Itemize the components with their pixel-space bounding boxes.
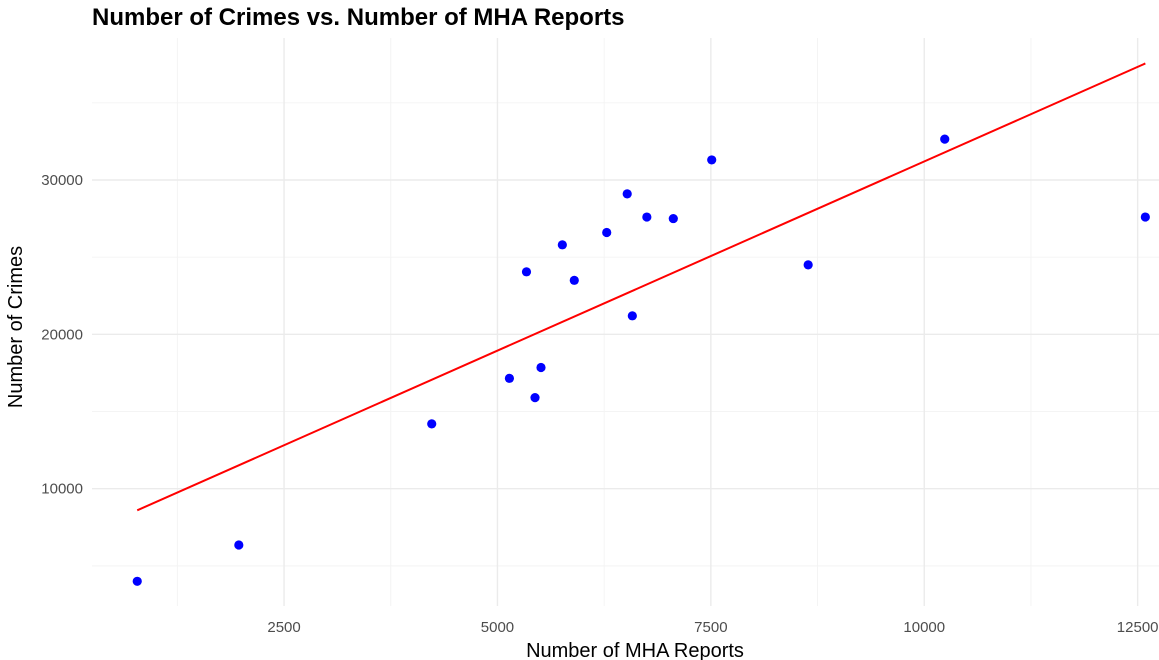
data-point bbox=[521, 267, 532, 277]
data-point bbox=[132, 576, 142, 586]
x-tick-label: 10000 bbox=[903, 619, 945, 636]
data-point bbox=[602, 227, 612, 238]
data-point bbox=[234, 540, 244, 550]
data-point bbox=[1140, 212, 1150, 222]
data-point bbox=[557, 240, 567, 250]
data-point bbox=[940, 134, 950, 144]
tick-labels: 2500 5000 7500 10000 12500 10000 20000 30000 bbox=[41, 172, 1158, 636]
y-tick-label: 30000 bbox=[41, 172, 83, 189]
regression-line bbox=[136, 62, 1146, 512]
chart-title: Number of Crimes vs. Number of MHA Repor… bbox=[92, 4, 625, 31]
data-point bbox=[569, 275, 579, 285]
x-tick-label: 5000 bbox=[481, 619, 514, 636]
y-tick-label: 10000 bbox=[41, 481, 83, 498]
fit-line-layer bbox=[136, 62, 1146, 512]
data-point bbox=[530, 393, 540, 403]
y-tick-label: 20000 bbox=[41, 326, 83, 343]
data-point bbox=[642, 212, 652, 222]
x-tick-label: 7500 bbox=[694, 619, 727, 636]
data-point bbox=[504, 373, 515, 383]
y-axis-title: Number of Crimes bbox=[5, 246, 27, 408]
data-point bbox=[668, 213, 678, 224]
data-point bbox=[536, 362, 546, 373]
x-axis-title: Number of MHA Reports bbox=[526, 640, 744, 660]
data-point bbox=[803, 260, 813, 270]
data-point bbox=[427, 419, 437, 429]
data-point bbox=[707, 155, 717, 165]
data-point bbox=[622, 189, 632, 199]
x-tick-label: 12500 bbox=[1117, 619, 1159, 636]
grid bbox=[92, 38, 1159, 606]
data-point bbox=[627, 311, 637, 321]
points-layer bbox=[132, 134, 1150, 586]
x-tick-label: 2500 bbox=[267, 619, 300, 636]
